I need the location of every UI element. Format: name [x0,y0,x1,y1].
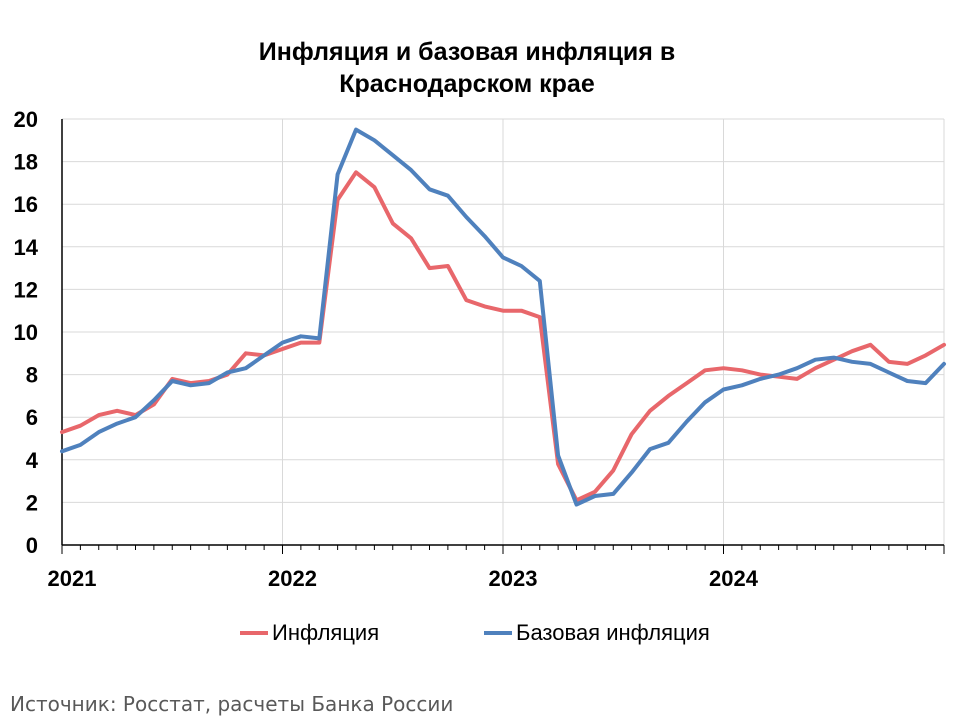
x-tick-label: 2024 [709,566,759,591]
legend-item-core-inflation: Базовая инфляция [484,620,710,646]
gridlines [61,118,945,545]
y-tick-label: 12 [14,277,38,302]
legend-label-core-inflation: Базовая инфляция [516,620,710,645]
chart-title: Инфляция и базовая инфляция в Краснодарс… [0,36,934,100]
y-tick-label: 0 [26,533,38,558]
y-tick-label: 4 [26,448,39,473]
source-note: Источник: Росстат, расчеты Банка России [10,692,454,716]
y-tick-label: 14 [14,235,39,260]
chart-title-line-2: Краснодарском крае [339,70,595,98]
x-tick-label: 2023 [489,566,538,591]
legend-label-inflation: Инфляция [272,620,380,645]
legend-swatch-core-inflation [484,631,512,635]
series-lines [60,127,946,507]
tick-labels: 0 2 4 6 8 10 12 14 16 18 20 2021 2022 2023 2024 [14,107,759,591]
x-tick-label: 2022 [268,566,317,591]
y-tick-label: 6 [26,405,38,430]
y-tick-label: 18 [14,150,38,175]
axes [61,119,945,554]
legend-item-inflation: Инфляция [240,620,379,646]
y-tick-label: 20 [14,107,38,132]
y-tick-label: 2 [26,490,38,515]
legend-swatch-inflation [240,631,268,635]
line-chart: 0 2 4 6 8 10 12 14 16 18 20 2021 2022 2023 2024 [14,107,946,591]
chart-legend: Инфляция Базовая инфляция [0,620,960,650]
chart-title-line-1: Инфляция и базовая инфляция в [258,38,676,66]
y-tick-label: 8 [26,363,38,388]
series-line-core-inflation [60,127,946,507]
y-tick-label: 16 [14,192,38,217]
y-tick-label: 10 [14,320,38,345]
x-tick-label: 2021 [48,566,97,591]
